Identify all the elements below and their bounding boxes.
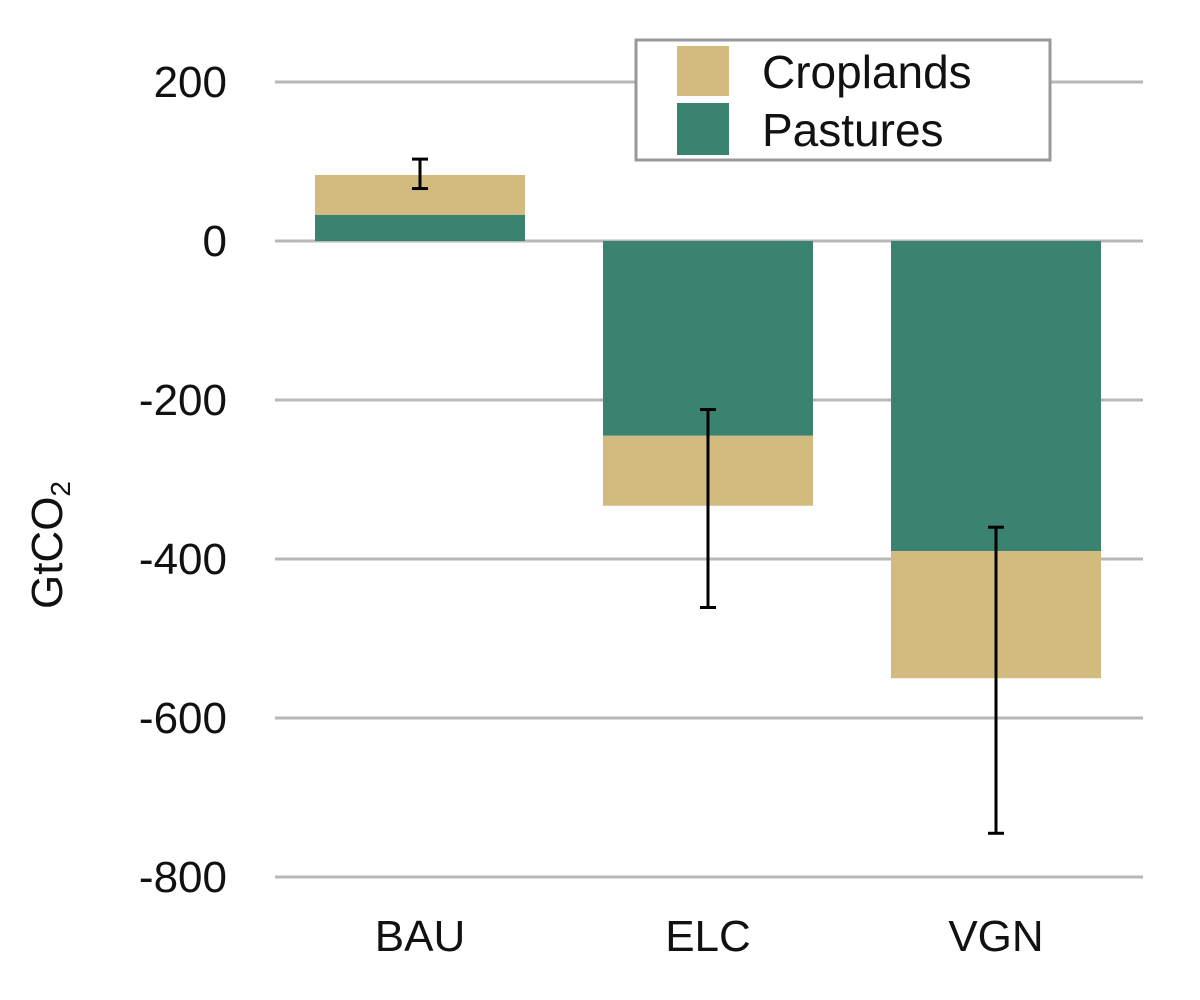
bar-elc-pastures	[603, 241, 813, 436]
y-tick-label: -800	[139, 853, 227, 902]
x-axis-ticks: BAU ELC VGN	[375, 912, 1044, 961]
legend-label-pastures: Pastures	[762, 104, 944, 156]
y-tick-label: -400	[139, 535, 227, 584]
legend-swatch-croplands	[677, 46, 729, 96]
error-bar-elc	[700, 408, 716, 609]
y-axis-title: GtCO2	[23, 481, 76, 609]
legend-label-croplands: Croplands	[762, 46, 972, 98]
bar-bau-pastures	[315, 214, 525, 241]
x-tick-label-bau: BAU	[375, 912, 465, 961]
bar-vgn-pastures	[891, 241, 1101, 552]
legend-swatch-pastures	[677, 103, 729, 155]
y-tick-label: 0	[203, 217, 227, 266]
y-tick-label: 200	[154, 58, 227, 107]
y-tick-label: -600	[139, 694, 227, 743]
error-bar-vgn	[988, 525, 1004, 835]
error-bars	[412, 157, 1004, 835]
x-tick-label-vgn: VGN	[948, 912, 1043, 961]
y-tick-label: -200	[139, 376, 227, 425]
error-bar-bau	[412, 157, 428, 191]
x-tick-label-elc: ELC	[665, 912, 751, 961]
legend: Croplands Pastures	[634, 38, 1052, 162]
y-axis-ticks: 200 0 -200 -400 -600 -800	[139, 58, 227, 902]
